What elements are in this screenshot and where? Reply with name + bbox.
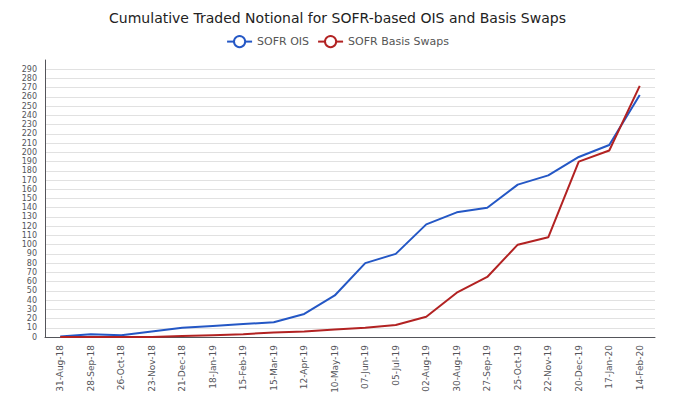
svg-text:250: 250: [22, 102, 37, 111]
svg-text:200: 200: [22, 148, 37, 157]
svg-text:80: 80: [27, 259, 37, 268]
svg-text:25-Oct-19: 25-Oct-19: [513, 345, 523, 390]
svg-text:14-Feb-20: 14-Feb-20: [635, 345, 645, 391]
svg-text:130: 130: [22, 212, 37, 221]
svg-text:02-Aug-19: 02-Aug-19: [421, 345, 431, 392]
svg-text:15-Feb-19: 15-Feb-19: [238, 345, 248, 391]
svg-text:190: 190: [22, 157, 37, 166]
svg-text:260: 260: [22, 92, 37, 101]
svg-text:110: 110: [22, 231, 37, 240]
svg-text:270: 270: [22, 83, 37, 92]
svg-text:31-Aug-18: 31-Aug-18: [55, 345, 65, 392]
svg-text:26-Oct-18: 26-Oct-18: [116, 345, 126, 390]
svg-text:05-Jul-19: 05-Jul-19: [391, 345, 401, 386]
svg-text:60: 60: [27, 277, 37, 286]
svg-text:Cumulative Traded Notional for: Cumulative Traded Notional for SOFR-base…: [109, 10, 566, 26]
svg-text:17-Jan-20: 17-Jan-20: [604, 345, 614, 389]
svg-text:12-Apr-19: 12-Apr-19: [299, 345, 309, 389]
svg-text:50: 50: [27, 286, 37, 295]
svg-text:18-Jan-19: 18-Jan-19: [208, 345, 218, 389]
svg-text:28-Sep-18: 28-Sep-18: [86, 345, 96, 392]
svg-text:240: 240: [22, 111, 37, 120]
svg-text:20: 20: [27, 314, 37, 323]
svg-text:290: 290: [22, 65, 37, 74]
svg-text:280: 280: [22, 74, 37, 83]
svg-text:27-Sep-19: 27-Sep-19: [482, 345, 492, 392]
svg-text:170: 170: [22, 176, 37, 185]
svg-text:160: 160: [22, 185, 37, 194]
svg-text:SOFR Basis Swaps: SOFR Basis Swaps: [348, 35, 449, 48]
svg-text:20-Dec-19: 20-Dec-19: [574, 345, 584, 392]
svg-text:150: 150: [22, 194, 37, 203]
svg-text:0: 0: [32, 333, 37, 342]
svg-text:07-Jun-19: 07-Jun-19: [360, 345, 370, 389]
svg-text:30: 30: [27, 305, 37, 314]
svg-text:10: 10: [27, 323, 37, 332]
svg-text:22-Nov-19: 22-Nov-19: [543, 345, 553, 392]
svg-text:120: 120: [22, 222, 37, 231]
svg-text:15-Mar-19: 15-Mar-19: [269, 345, 279, 391]
svg-text:30-Aug-19: 30-Aug-19: [452, 345, 462, 392]
svg-text:90: 90: [27, 249, 37, 258]
svg-text:70: 70: [27, 268, 37, 277]
svg-text:SOFR OIS: SOFR OIS: [257, 35, 309, 48]
svg-text:210: 210: [22, 139, 37, 148]
svg-text:140: 140: [22, 203, 37, 212]
svg-text:100: 100: [22, 240, 37, 249]
svg-text:220: 220: [22, 129, 37, 138]
svg-text:230: 230: [22, 120, 37, 129]
svg-text:40: 40: [27, 296, 37, 305]
svg-text:21-Dec-18: 21-Dec-18: [177, 345, 187, 392]
svg-text:10-May-19: 10-May-19: [330, 345, 340, 393]
svg-text:23-Nov-18: 23-Nov-18: [147, 345, 157, 392]
svg-text:180: 180: [22, 166, 37, 175]
